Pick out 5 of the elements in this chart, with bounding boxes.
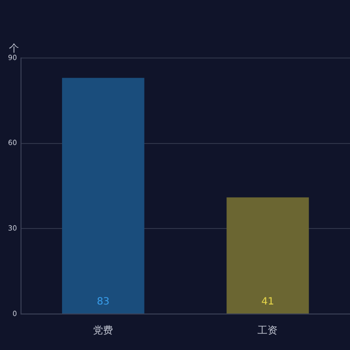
y-axis-title: 个 bbox=[9, 42, 19, 55]
x-tick-label: 党费 bbox=[93, 324, 114, 337]
data-label: 83 bbox=[96, 296, 110, 308]
data-label: 41 bbox=[261, 296, 274, 308]
x-tick-label: 工资 bbox=[258, 324, 278, 337]
